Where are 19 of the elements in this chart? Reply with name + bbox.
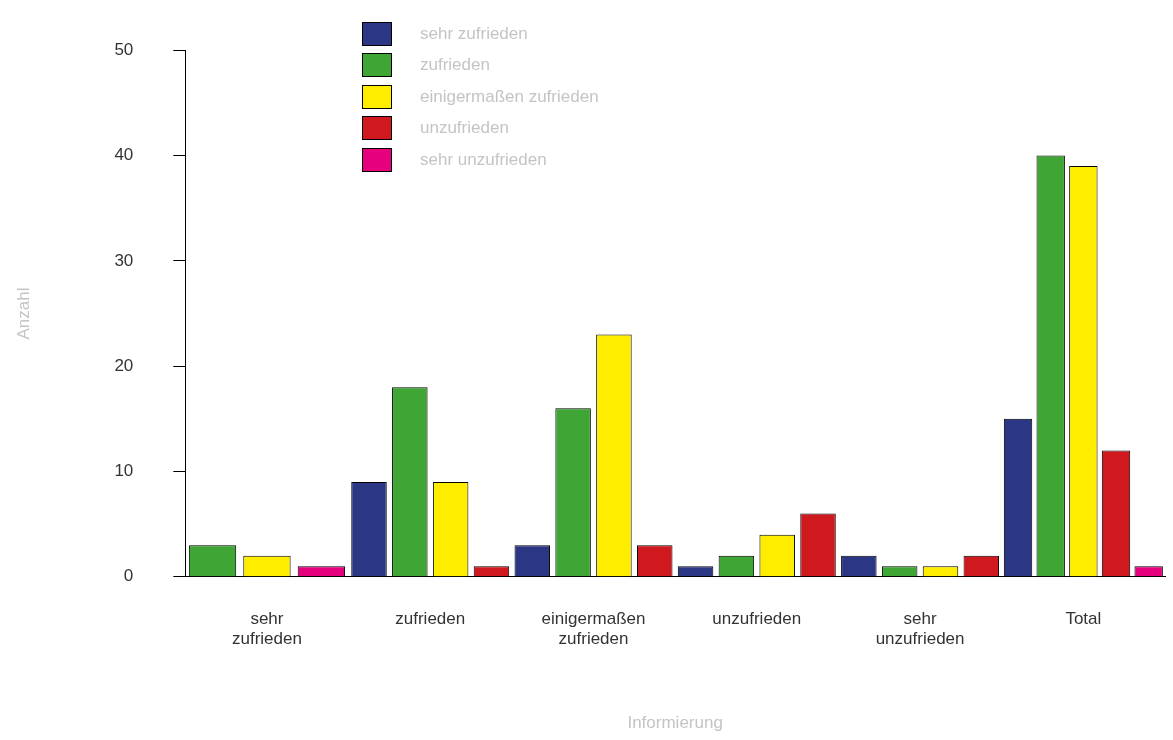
legend-label: sehr unzufrieden — [420, 149, 547, 170]
x-axis-title: Informierung — [627, 713, 723, 733]
x-tick-label: unzufrieden — [712, 608, 802, 628]
legend-label: zufrieden — [420, 55, 490, 76]
x-tick-label: zufrieden — [395, 608, 466, 628]
legend-label: sehr zufrieden — [420, 23, 528, 44]
y-tick-label: 40 — [114, 145, 134, 165]
legend-label: unzufrieden — [420, 118, 509, 139]
y-axis-title: Anzahl — [13, 287, 33, 340]
y-tick-label: 0 — [123, 566, 134, 586]
y-tick-label: 10 — [114, 461, 134, 481]
x-tick-label: einigermaßen zufrieden — [541, 608, 646, 649]
x-tick-label: Total — [1065, 608, 1102, 628]
legend-label: einigermaßen zufrieden — [420, 86, 599, 107]
x-tick-label: sehr zufrieden — [231, 608, 302, 649]
y-tick-label: 30 — [114, 250, 134, 270]
x-tick-label: sehr unzufrieden — [875, 608, 965, 649]
y-tick-label: 20 — [114, 355, 134, 375]
y-tick-label: 50 — [114, 39, 134, 59]
